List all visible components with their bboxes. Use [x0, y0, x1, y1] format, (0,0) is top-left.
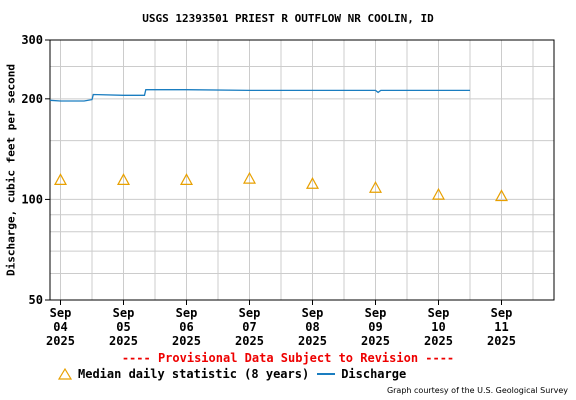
x-tick-label: Sep [239, 306, 261, 320]
x-tick-label: 07 [242, 320, 256, 334]
x-tick-label: Sep [365, 306, 387, 320]
x-tick-label: 11 [494, 320, 508, 334]
median-triangle-marker [431, 187, 446, 200]
x-tick-label: Sep [50, 306, 72, 320]
median-triangle-marker [242, 171, 257, 184]
x-tick-label: 08 [305, 320, 319, 334]
legend: Median daily statistic (8 years) Dischar… [58, 367, 414, 381]
x-tick-label: 2025 [298, 334, 327, 348]
legend-item-discharge: Discharge [317, 367, 406, 381]
x-tick-label: 06 [179, 320, 193, 334]
credit-text: Graph courtesy of the U.S. Geological Su… [386, 386, 568, 395]
y-tick-label: 300 [21, 33, 43, 47]
median-triangle-marker [53, 173, 68, 186]
x-tick-label: 2025 [235, 334, 264, 348]
x-tick-label: 2025 [487, 334, 516, 348]
x-tick-label: 2025 [46, 334, 75, 348]
x-tick-label: 09 [368, 320, 382, 334]
x-tick-label: Sep [491, 306, 513, 320]
x-tick-label: Sep [302, 306, 324, 320]
x-tick-label: 2025 [172, 334, 201, 348]
y-tick-label: 100 [21, 192, 43, 206]
triangle-marker-icon [58, 367, 72, 380]
y-tick-label: 50 [29, 293, 43, 307]
median-triangle-marker [305, 177, 320, 189]
median-triangle-marker [116, 173, 131, 186]
median-triangle-marker [368, 181, 383, 193]
chart-title: USGS 12393501 PRIEST R OUTFLOW NR COOLIN… [142, 12, 434, 25]
discharge-line [49, 89, 470, 102]
line-marker-icon [317, 373, 336, 375]
provisional-notice: ---- Provisional Data Subject to Revisio… [121, 351, 455, 365]
legend-label-median: Median daily statistic (8 years) [78, 367, 310, 381]
x-tick-label: 04 [53, 320, 67, 334]
legend-label-discharge: Discharge [341, 367, 407, 381]
median-triangle-marker [494, 189, 509, 202]
x-tick-label: Sep [113, 306, 135, 320]
x-tick-label: 2025 [361, 334, 390, 348]
plot-frame [49, 39, 555, 301]
median-triangle-marker [179, 173, 194, 186]
x-tick-label: Sep [176, 306, 198, 320]
x-tick-label: 10 [431, 320, 445, 334]
x-tick-label: 2025 [424, 334, 453, 348]
legend-item-median: Median daily statistic (8 years) [58, 367, 309, 381]
x-tick-label: 05 [116, 320, 130, 334]
x-tick-label: 2025 [109, 334, 138, 348]
y-tick-label: 200 [21, 92, 43, 106]
x-tick-label: Sep [428, 306, 450, 320]
